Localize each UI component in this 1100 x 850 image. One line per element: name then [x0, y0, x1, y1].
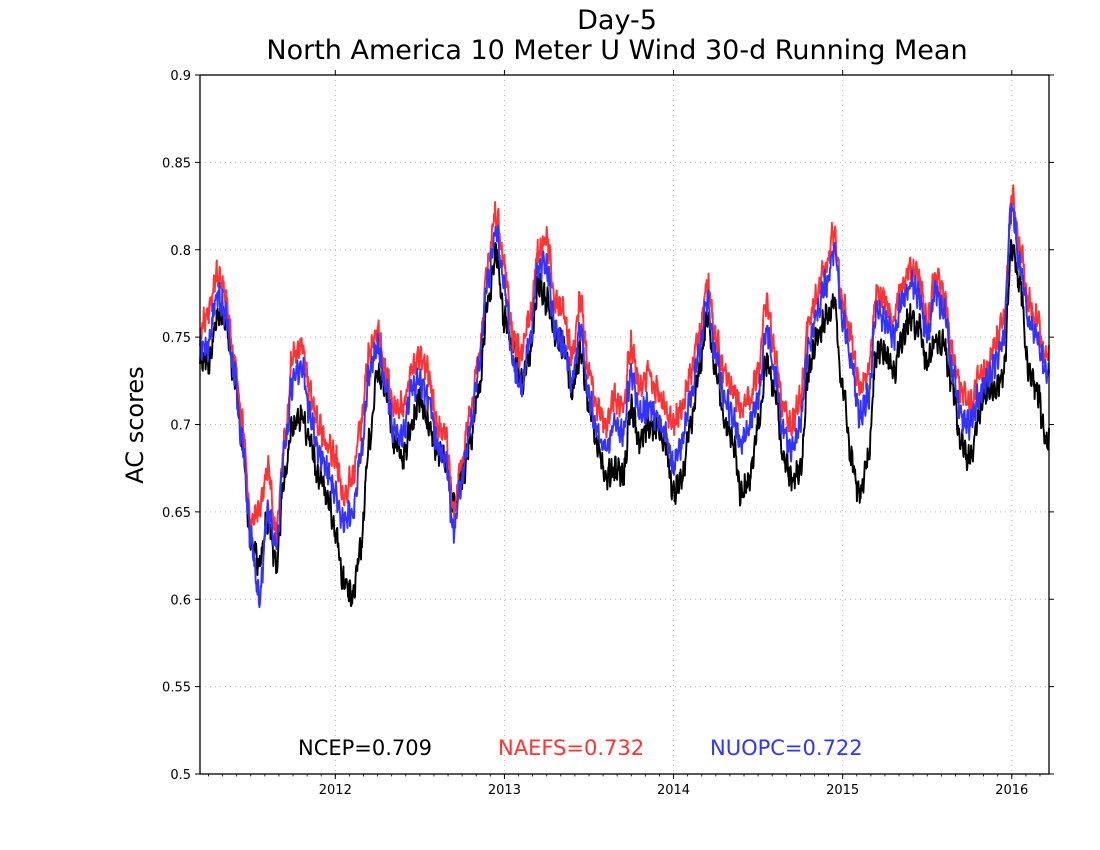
legend-entry-nuopc: NUOPC=0.722: [710, 736, 863, 760]
legend: NCEP=0.709 NAEFS=0.732 NUOPC=0.722: [298, 736, 863, 760]
y-tick-label: 0.65: [162, 506, 191, 521]
y-axis-label: AC scores: [121, 366, 149, 483]
chart-title: Day-5: [577, 5, 657, 36]
y-tick-label: 0.6: [170, 593, 191, 608]
y-tick-label: 0.55: [162, 681, 191, 696]
y-axis-ticks: 0.5 0.55 0.6 0.65 0.7 0.75 0.8 0.85 0.9: [162, 69, 1054, 783]
x-tick-label: 2014: [657, 783, 690, 798]
y-tick-label: 0.5: [170, 768, 191, 783]
y-tick-label: 0.8: [170, 244, 191, 259]
x-tick-label: 2015: [826, 783, 859, 798]
series-line-ncep: [199, 239, 1050, 608]
legend-entry-ncep: NCEP=0.709: [298, 736, 432, 760]
x-tick-label: 2013: [488, 783, 521, 798]
x-tick-label: 2012: [319, 783, 352, 798]
chart-subtitle: North America 10 Meter U Wind 30-d Runni…: [266, 35, 967, 66]
y-tick-label: 0.9: [170, 69, 191, 84]
y-tick-label: 0.85: [162, 156, 191, 171]
y-tick-label: 0.7: [170, 419, 191, 434]
legend-entry-naefs: NAEFS=0.732: [498, 736, 644, 760]
series-line-nuopc: [199, 202, 1050, 609]
y-tick-label: 0.75: [162, 331, 191, 346]
series-line-naefs: [199, 184, 1050, 546]
x-axis-ticks: 2012 2013 2014 2015 2016: [208, 70, 1041, 798]
series-lines: [199, 184, 1050, 609]
x-tick-label: 2016: [995, 783, 1028, 798]
